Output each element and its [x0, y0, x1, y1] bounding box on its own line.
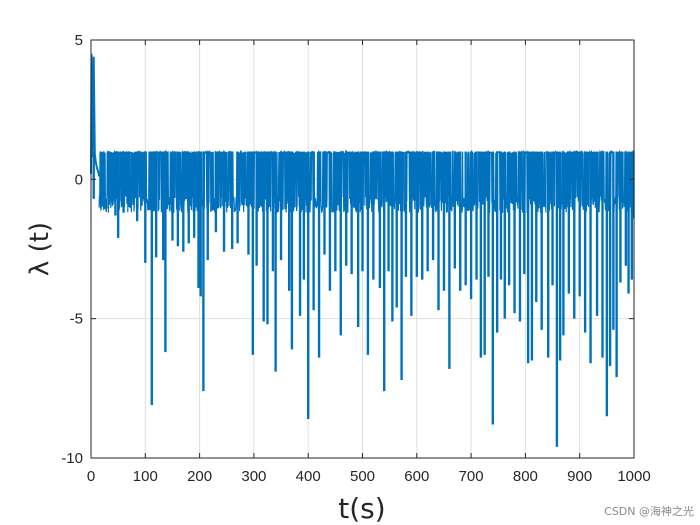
x-tick-label: 200 — [187, 468, 212, 485]
x-tick-label: 0 — [87, 468, 95, 485]
x-tick-label: 900 — [567, 468, 592, 485]
x-tick-label: 300 — [241, 468, 266, 485]
y-axis-label: λ (t) — [25, 222, 55, 276]
x-tick-label: 700 — [459, 468, 484, 485]
x-tick-label: 1000 — [617, 468, 650, 485]
x-tick-label: 100 — [133, 468, 158, 485]
x-tick-label: 500 — [350, 468, 375, 485]
series-line — [90, 53, 635, 447]
watermark-text: CSDN @海神之光 — [604, 505, 694, 518]
x-tick-label: 800 — [513, 468, 538, 485]
x-axis-label: t(s) — [338, 492, 385, 525]
x-tick-label: 600 — [404, 468, 429, 485]
tick-labels: 0 100 200 300 400 500 600 700 800 900 1000 5 0 -5 -10 — [61, 32, 650, 485]
tick-marks — [90, 39, 635, 459]
y-tick-label: -10 — [61, 450, 83, 467]
series-initial-transient — [90, 53, 101, 177]
x-tick-label: 400 — [296, 468, 321, 485]
y-tick-label: -5 — [70, 311, 83, 328]
y-tick-label: 5 — [75, 32, 83, 49]
y-tick-label: 0 — [75, 171, 83, 188]
